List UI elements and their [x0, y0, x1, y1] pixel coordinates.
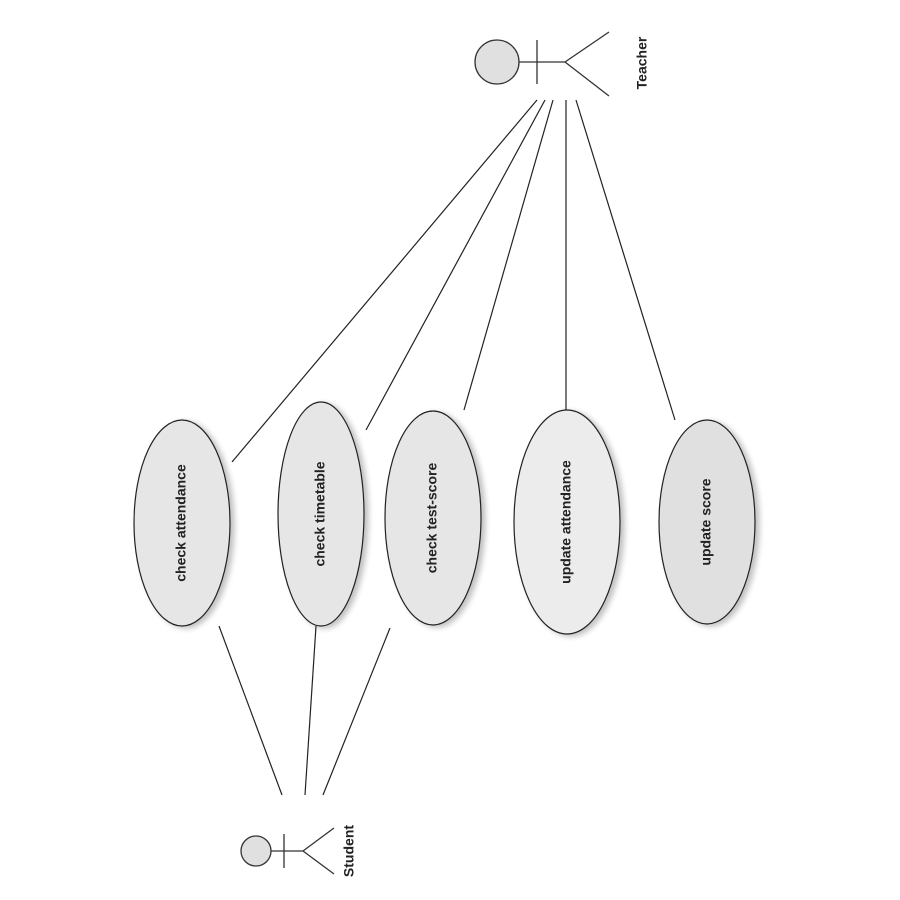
use-case-label-update-score: update score: [698, 478, 714, 565]
actor-teacher[interactable]: [474, 31, 610, 97]
actor-leg-left: [564, 31, 610, 63]
student-associations: [218, 625, 391, 796]
actor-leg-left: [302, 827, 335, 852]
teacher-associations: [231, 99, 676, 463]
use-case-update-attendance[interactable]: [513, 409, 621, 635]
use-case-ellipse: [133, 419, 231, 627]
use-case-ellipse: [658, 419, 756, 625]
association-teacher-update-score: [575, 99, 676, 421]
use-case-check-test-score[interactable]: [384, 410, 482, 626]
association-teacher-check-attendance: [231, 99, 538, 463]
use-case-label-check-timetable: check timetable: [312, 461, 328, 566]
actor-head: [240, 835, 272, 867]
use-case-ellipse: [513, 409, 621, 635]
use-case-update-score[interactable]: [658, 419, 756, 625]
actor-head: [474, 39, 520, 85]
use-case-label-check-test-score: check test-score: [424, 463, 440, 574]
stick-figure-icon: [474, 31, 610, 97]
stick-figure-icon: [240, 827, 335, 875]
actor-leg-right: [302, 850, 335, 875]
association-teacher-check-timetable: [365, 99, 546, 431]
association-student-check-test-score: [322, 627, 391, 796]
actor-label-teacher: Teacher: [634, 36, 650, 89]
association-student-check-timetable: [304, 625, 317, 796]
use-case-ellipse: [384, 410, 482, 626]
use-case-label-check-attendance: check attendance: [173, 464, 189, 582]
use-case-label-update-attendance: update attendance: [558, 460, 574, 584]
use-case-check-timetable[interactable]: [277, 401, 365, 627]
actor-student[interactable]: [240, 827, 335, 875]
actor-label-student: Student: [341, 825, 357, 877]
association-teacher-check-test-score: [463, 99, 554, 411]
association-student-check-attendance: [218, 625, 283, 796]
use-case-check-attendance[interactable]: [133, 419, 231, 627]
actor-leg-right: [564, 61, 610, 97]
use-case-ellipse: [277, 401, 365, 627]
